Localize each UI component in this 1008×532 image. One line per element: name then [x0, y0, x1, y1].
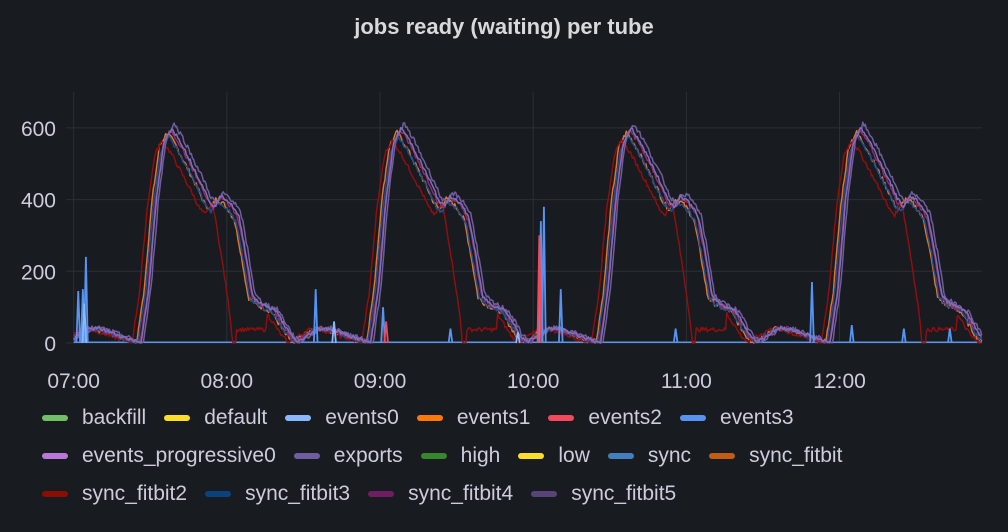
chart-plot-area[interactable]: 0 200 400 600 07:00 08:00 09:00 10:00 11:00 12:00 — [0, 0, 1008, 400]
panel-title: jobs ready (waiting) per tube — [354, 14, 654, 39]
legend-item-events0[interactable]: events0 — [285, 405, 399, 431]
legend-item-sync_fitbit3[interactable]: sync_fitbit3 — [205, 481, 350, 507]
legend-item-sync[interactable]: sync — [607, 443, 692, 469]
series-line-sync_fitbit — [73, 129, 983, 344]
legend-item-events3[interactable]: events3 — [679, 405, 794, 431]
legend-swatch — [42, 453, 68, 459]
legend-swatch — [164, 415, 191, 421]
legend-label: sync — [647, 444, 692, 467]
x-tick-label: 07:00 — [47, 370, 100, 393]
spike-events0 — [81, 303, 88, 344]
legend-swatch — [531, 491, 558, 497]
legend-swatch — [42, 491, 68, 497]
spike-events3 — [809, 282, 815, 344]
spike-events3 — [312, 289, 319, 344]
spike-events3 — [849, 324, 855, 344]
legend-label: events3 — [719, 406, 794, 429]
y-tick-label: 200 — [21, 261, 56, 284]
legend-item-events_progressive0[interactable]: events_progressive0 — [42, 443, 276, 469]
legend-swatch — [518, 453, 545, 459]
legend-item-exports[interactable]: exports — [293, 443, 403, 469]
spike-events3 — [672, 328, 679, 344]
legend-label: events0 — [325, 406, 399, 429]
y-tick-label: 400 — [21, 190, 56, 213]
legend-swatch — [607, 453, 634, 459]
y-tick-label: 0 — [44, 333, 56, 356]
x-tick-label: 12:00 — [813, 370, 866, 393]
legend-label: low — [558, 444, 590, 467]
legend-swatch — [293, 453, 320, 459]
legend-item-default[interactable]: default — [164, 405, 267, 431]
spike-events3 — [558, 289, 564, 344]
legend-item-events2[interactable]: events2 — [548, 405, 662, 431]
spike-events3 — [947, 328, 953, 344]
legend-item-sync_fitbit4[interactable]: sync_fitbit4 — [368, 481, 513, 507]
legend-item-sync_fitbit2[interactable]: sync_fitbit2 — [42, 481, 187, 507]
legend-label: events2 — [588, 406, 662, 429]
x-tick-label: 11:00 — [661, 370, 712, 393]
series-line-sync_fitbit2 — [73, 138, 982, 344]
legend-swatch — [548, 415, 575, 421]
spike-events2 — [383, 321, 389, 344]
spike-events3 — [75, 290, 81, 344]
legend-item-events1[interactable]: events1 — [416, 405, 531, 431]
legend-swatch — [679, 415, 706, 421]
x-tick-label: 08:00 — [201, 370, 254, 393]
legend-item-high[interactable]: high — [420, 443, 501, 469]
legend-label: sync_fitbit4 — [408, 482, 514, 505]
spike-events3 — [901, 328, 907, 344]
legend-swatch — [709, 453, 736, 459]
legend-label: sync_fitbit3 — [245, 482, 351, 505]
spike-events0 — [515, 332, 521, 344]
y-tick-label: 600 — [21, 118, 56, 141]
series-line-sync_fitbit5 — [73, 121, 983, 344]
legend-item-backfill[interactable]: backfill — [42, 405, 146, 431]
legend-label: sync_fitbit — [749, 444, 843, 467]
series-line-sync_fitbit4 — [73, 128, 983, 344]
legend-swatch — [368, 491, 395, 497]
legend-swatch — [416, 415, 443, 421]
legend-label: default — [204, 406, 268, 429]
spike-events0 — [331, 321, 337, 344]
series-line-exports — [73, 126, 982, 344]
legend-swatch — [285, 415, 312, 421]
spike-events3 — [380, 307, 386, 344]
legend-label: events1 — [456, 406, 531, 429]
x-tick-label: 10:00 — [507, 370, 560, 393]
legend-label: exports — [333, 444, 403, 467]
chart-legend: backfill default events0 events1 events2 even… — [42, 405, 992, 507]
spike-events3 — [541, 206, 547, 344]
spike-events3 — [447, 328, 454, 344]
legend-swatch — [42, 415, 68, 421]
legend-swatch — [420, 453, 447, 459]
legend-label: sync_fitbit5 — [571, 482, 677, 505]
legend-item-sync_fitbit5[interactable]: sync_fitbit5 — [531, 481, 676, 507]
legend-label: events_progressive0 — [82, 444, 276, 467]
legend-item-sync_fitbit[interactable]: sync_fitbit — [709, 443, 842, 469]
x-tick-label: 09:00 — [354, 370, 407, 393]
spike-events2 — [536, 235, 543, 344]
legend-swatch — [205, 491, 232, 497]
legend-label: high — [460, 444, 501, 467]
legend-label: sync_fitbit2 — [82, 482, 188, 505]
legend-label: backfill — [82, 406, 147, 429]
legend-item-low[interactable]: low — [518, 443, 590, 469]
